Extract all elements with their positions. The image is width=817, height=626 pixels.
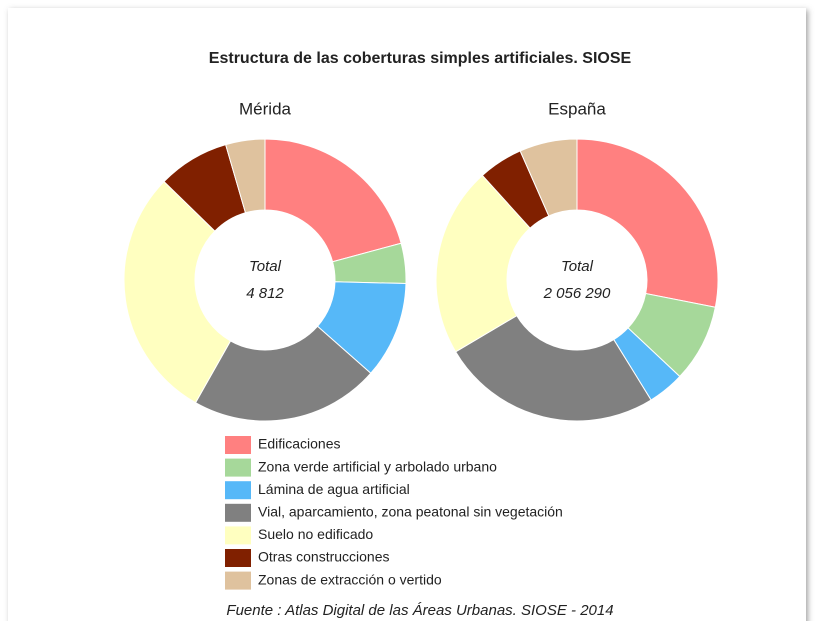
pie-title: España [548, 99, 606, 118]
legend-swatch [225, 503, 251, 522]
slice [435, 174, 531, 353]
legend-swatch [225, 436, 251, 454]
legend-label: Suelo no edificado [258, 526, 373, 542]
slice [264, 138, 402, 263]
legend-label: Lámina de agua artificial [258, 481, 410, 497]
pie-title: Mérida [239, 99, 292, 118]
legend-swatch [225, 481, 251, 500]
legend-swatch [225, 526, 251, 545]
chart-title: Estructura de las coberturas simples art… [209, 50, 632, 67]
slice [576, 138, 719, 308]
slice [123, 180, 232, 404]
legend-label: Zona verde artificial y arbolado urbano [258, 458, 497, 474]
legend-swatch [225, 549, 251, 567]
center-label: Total [249, 258, 282, 275]
slice [225, 138, 266, 214]
legend-label: Vial, aparcamiento, zona peatonal sin ve… [258, 504, 563, 520]
center-total: 2 056 290 [543, 285, 611, 302]
center-total: 4 812 [246, 285, 284, 302]
legend-swatch [225, 571, 251, 590]
slice [454, 314, 652, 422]
legend-label: Edificaciones [258, 436, 341, 452]
slice [519, 138, 578, 217]
slice [194, 325, 372, 422]
source: Fuente : Atlas Digital de las Áreas Urba… [226, 602, 613, 619]
center-label: Total [561, 258, 594, 275]
legend-swatch [225, 458, 251, 477]
legend-label: Otras construcciones [258, 549, 390, 565]
legend-label: Zonas de extracción o vertido [258, 571, 442, 587]
